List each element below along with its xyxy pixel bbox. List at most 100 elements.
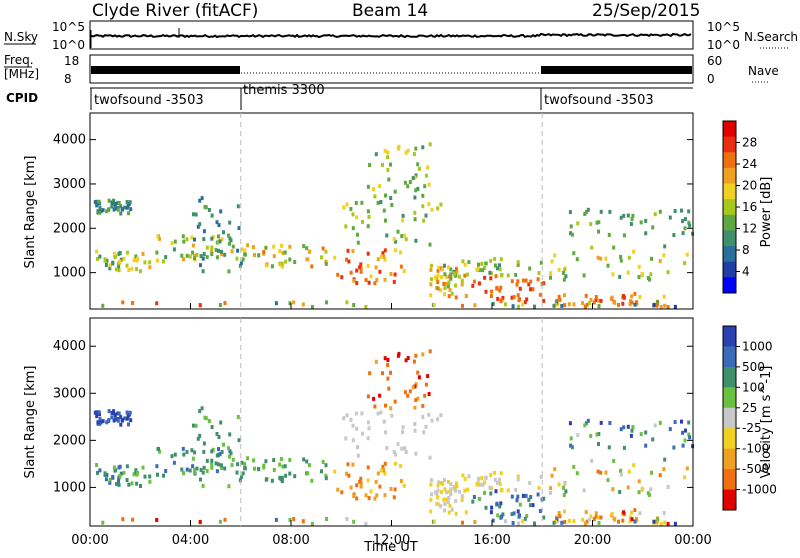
- echo-cell: [324, 476, 328, 481]
- echo-cell: [392, 495, 396, 500]
- echo-cell: [608, 421, 612, 425]
- echo-cell: [223, 252, 227, 257]
- echo-cell: [521, 278, 525, 283]
- echo-cell: [617, 302, 620, 307]
- colorbar-swatch: [723, 489, 736, 511]
- echo-cell: [421, 403, 425, 408]
- echo-cell: [148, 260, 152, 265]
- echo-cell: [653, 212, 657, 217]
- echo-cell: [443, 272, 447, 277]
- echo-cell: [121, 418, 124, 423]
- echo-cell: [597, 442, 600, 446]
- echo-cell: [383, 356, 387, 361]
- echo-cell: [552, 303, 556, 308]
- echo-cell: [454, 499, 458, 504]
- echo-cell: [542, 515, 546, 520]
- freq-tick-top: 18: [64, 54, 79, 68]
- echo-cell: [202, 229, 206, 234]
- echo-cell: [518, 286, 522, 291]
- echo-cell: [367, 214, 371, 219]
- echo-cell: [324, 463, 328, 468]
- colorbar-tick-label: 20: [742, 179, 757, 193]
- echo-cell: [194, 212, 198, 217]
- echo-cell: [495, 502, 499, 507]
- echo-cell: [193, 467, 196, 472]
- echo-cell: [358, 479, 362, 484]
- echo-cell: [549, 486, 553, 491]
- echo-cell: [162, 473, 165, 478]
- echo-cell: [527, 282, 531, 287]
- echo-cell: [344, 224, 348, 229]
- echo-cell: [637, 264, 641, 269]
- echo-cell: [401, 213, 405, 218]
- echo-cell: [449, 272, 453, 277]
- echo-cell: [236, 415, 240, 419]
- echo-cell: [424, 213, 428, 218]
- echo-cell: [386, 358, 390, 362]
- colorbar-swatch: [723, 183, 736, 200]
- echo-cell: [511, 304, 515, 309]
- echo-cell: [93, 410, 97, 415]
- echo-cell: [222, 230, 225, 235]
- echo-cell: [374, 479, 378, 484]
- echo-cell: [430, 207, 434, 212]
- echo-cell: [473, 303, 477, 308]
- echo-cell: [126, 414, 130, 419]
- echo-cell: [687, 209, 691, 214]
- echo-cell: [484, 505, 488, 510]
- cpid-segment-3: twofsound -3503: [544, 93, 654, 108]
- echo-cell: [457, 489, 461, 494]
- echo-cell: [523, 300, 527, 305]
- x-tick-label: 20:00: [574, 533, 611, 548]
- echo-cell: [622, 294, 626, 298]
- echo-cell: [529, 503, 532, 508]
- echo-cell: [417, 166, 421, 171]
- echo-cell: [527, 498, 531, 502]
- echo-cell: [336, 272, 340, 277]
- echo-cell: [228, 449, 232, 454]
- echo-cell: [399, 464, 403, 468]
- echo-cell: [345, 413, 349, 418]
- echo-cell: [210, 449, 214, 454]
- echo-cell: [201, 269, 205, 274]
- echo-cell: [499, 273, 503, 278]
- echo-cell: [517, 514, 521, 519]
- power-axes: 1000 2000 3000 4000: [53, 113, 694, 309]
- echo-cell: [464, 294, 468, 298]
- echo-cell: [228, 220, 232, 225]
- echo-cell: [582, 488, 586, 493]
- echo-cell: [414, 451, 418, 456]
- echo-cell: [563, 267, 567, 272]
- echo-cell: [471, 283, 475, 288]
- echo-cell: [366, 251, 370, 256]
- echo-cell: [288, 517, 292, 522]
- echo-cell: [305, 246, 309, 251]
- echo-cell: [653, 423, 657, 428]
- echo-cell: [411, 176, 415, 181]
- echo-cell: [516, 509, 520, 514]
- echo-cell: [320, 255, 323, 260]
- echo-cell: [550, 259, 554, 264]
- echo-cell: [381, 371, 384, 376]
- echo-cell: [449, 482, 453, 487]
- echo-cell: [454, 283, 458, 288]
- echo-cell: [681, 231, 685, 236]
- echo-cell: [361, 219, 364, 224]
- echo-cell: [125, 410, 129, 415]
- echo-cell: [372, 396, 376, 401]
- echo-cell: [592, 517, 596, 522]
- echo-cell: [516, 262, 520, 267]
- echo-cell: [489, 510, 493, 515]
- echo-cell: [356, 445, 359, 450]
- echo-cell: [148, 265, 152, 270]
- echo-cell: [673, 304, 677, 309]
- echo-cell: [351, 438, 355, 443]
- echo-cell: [630, 428, 634, 433]
- echo-cell: [572, 464, 576, 469]
- echo-cell: [587, 301, 591, 306]
- echo-cell: [408, 180, 412, 184]
- echo-cell: [491, 301, 495, 306]
- y-tick-label: 3000: [53, 386, 86, 401]
- echo-cell: [429, 293, 433, 298]
- echo-cell: [606, 478, 610, 483]
